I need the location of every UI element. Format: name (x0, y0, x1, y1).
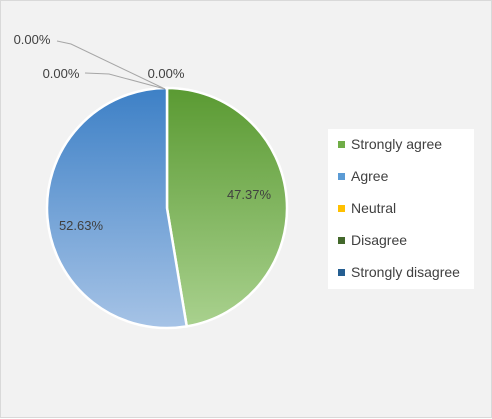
legend-item-disagree: Disagree (338, 231, 407, 249)
legend-label: Neutral (351, 200, 397, 216)
data-label: 0.00% (148, 66, 185, 81)
legend-swatch (338, 172, 345, 180)
legend-item-strongly-agree: Strongly agree (338, 135, 442, 153)
legend-swatch (338, 204, 345, 212)
leader-line (84, 72, 166, 90)
legend: Strongly agree Agree Neutral Disagree St… (328, 129, 474, 289)
slice-agree (45, 86, 189, 330)
data-label: 52.63% (59, 218, 104, 233)
legend-swatch (338, 268, 345, 276)
legend-label: Agree (351, 168, 389, 184)
legend-label: Strongly disagree (351, 264, 460, 280)
legend-swatch (338, 236, 345, 244)
slice-strongly-agree (165, 86, 289, 328)
legend-item-strongly-disagree: Strongly disagree (338, 263, 460, 281)
data-label: 0.00% (14, 32, 51, 47)
legend-item-agree: Agree (338, 167, 388, 185)
legend-swatch (338, 140, 345, 148)
leader-line (56, 40, 166, 90)
legend-item-neutral: Neutral (338, 199, 396, 217)
legend-label: Disagree (351, 232, 408, 248)
data-label: 0.00% (43, 66, 80, 81)
data-label: 47.37% (227, 187, 272, 202)
legend-label: Strongly agree (351, 136, 443, 152)
